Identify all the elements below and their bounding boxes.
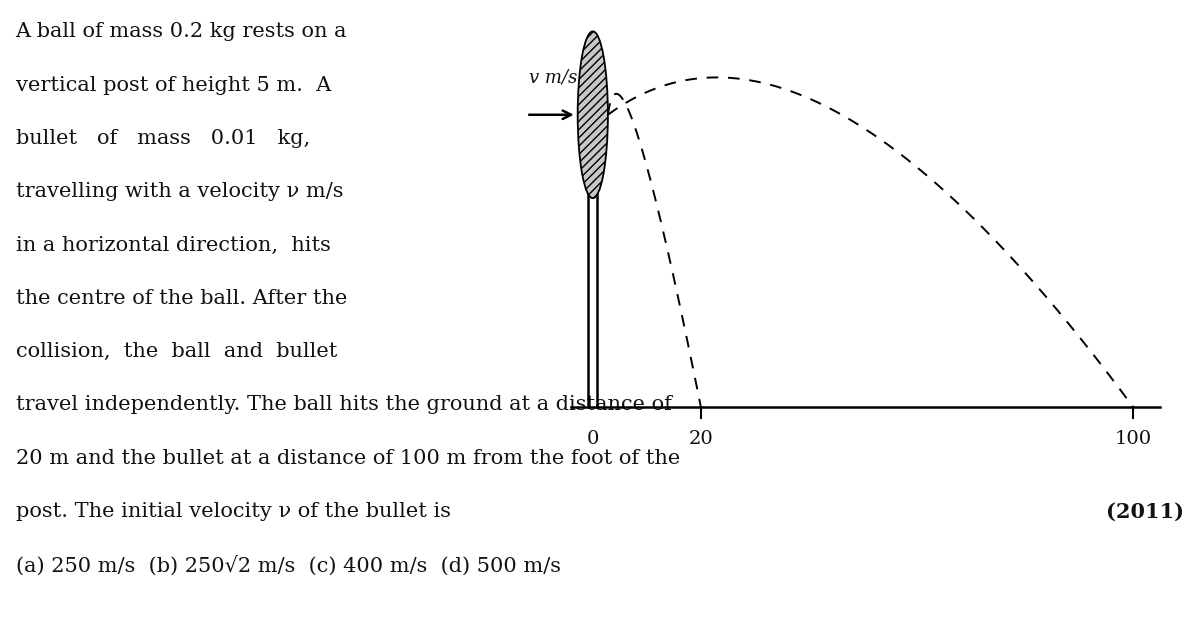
Text: travel independently. The ball hits the ground at a distance of: travel independently. The ball hits the … xyxy=(16,395,672,415)
Text: 20 m and the bullet at a distance of 100 m from the foot of the: 20 m and the bullet at a distance of 100… xyxy=(16,449,680,468)
Text: 100: 100 xyxy=(1115,429,1151,448)
Text: v m/s: v m/s xyxy=(529,69,577,87)
Text: vertical post of height 5 m.  A: vertical post of height 5 m. A xyxy=(16,76,331,95)
Text: (2011): (2011) xyxy=(1106,502,1184,522)
Text: post. The initial velocity ν of the bullet is: post. The initial velocity ν of the bull… xyxy=(16,502,451,521)
Text: 0: 0 xyxy=(587,429,599,448)
Text: travelling with a velocity ν m/s: travelling with a velocity ν m/s xyxy=(16,182,343,202)
Text: A ball of mass 0.2 kg rests on a: A ball of mass 0.2 kg rests on a xyxy=(16,22,347,42)
Text: (a) 250 m/s  (b) 250√2 m/s  (c) 400 m/s  (d) 500 m/s: (a) 250 m/s (b) 250√2 m/s (c) 400 m/s (d… xyxy=(16,555,560,575)
Ellipse shape xyxy=(577,31,608,198)
Text: the centre of the ball. After the: the centre of the ball. After the xyxy=(16,289,347,308)
Text: collision,  the  ball  and  bullet: collision, the ball and bullet xyxy=(16,342,337,361)
Text: bullet   of   mass   0.01   kg,: bullet of mass 0.01 kg, xyxy=(16,129,310,148)
Text: 20: 20 xyxy=(689,429,713,448)
Text: in a horizontal direction,  hits: in a horizontal direction, hits xyxy=(16,236,330,255)
